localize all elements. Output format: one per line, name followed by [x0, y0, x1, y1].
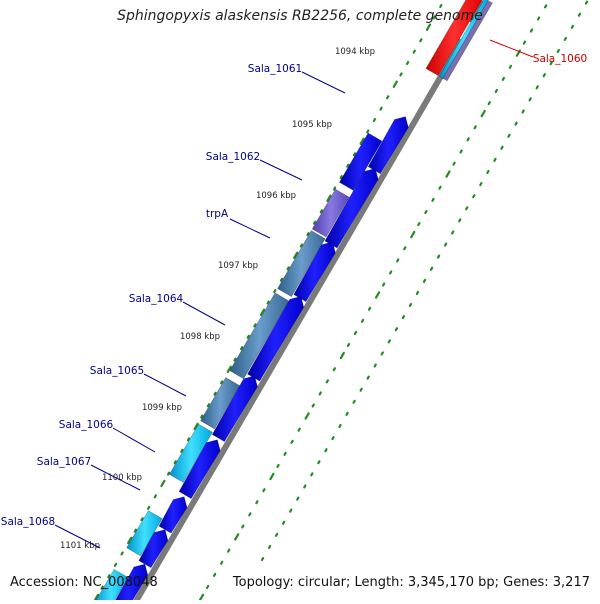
gene-label: Sala_1067 — [37, 456, 91, 468]
gene-label-leader — [54, 524, 101, 549]
genome-title: Sphingopyxis alaskensis RB2256, complete… — [117, 8, 483, 24]
tick-label: 1097 kbp — [218, 261, 258, 271]
backbone-line — [130, 38, 465, 604]
gene-feature-layer — [93, 0, 493, 604]
gene-arrow-forward — [178, 439, 221, 499]
gene-arrow-forward — [113, 563, 149, 604]
tick-line-outer — [93, 3, 443, 602]
tick-label: 1098 kbp — [180, 332, 220, 342]
gene-label: trpA — [206, 208, 229, 220]
gene-label: Sala_1060 — [533, 53, 587, 65]
gene-arrow-forward — [158, 496, 188, 534]
gene-arrow-forward — [367, 116, 409, 175]
tick-label: 1096 kbp — [256, 191, 296, 201]
gene-block-outer — [93, 568, 129, 604]
gene-label-leader — [182, 301, 226, 326]
gene-block-outer — [339, 132, 383, 191]
gene-label-leader — [489, 39, 534, 58]
tick-layer: 1094 kbp 1095 kbp 1096 kbp 1097 kbp 1098 kbp… — [60, 0, 589, 602]
gene-block-purple-thin — [442, 0, 493, 82]
gene-block-outer — [126, 510, 163, 557]
gene-label-layer: Sala_1061 Sala_1062 trpA Sala_1064 Sala_1065… — [1, 39, 587, 549]
tick-line-right — [198, 4, 548, 602]
gene-label-leader — [229, 218, 271, 239]
gene-arrow-forward — [138, 529, 169, 569]
tick-label: 1099 kbp — [142, 403, 182, 413]
gene-label: Sala_1064 — [129, 293, 184, 305]
gene-block-outer — [277, 230, 326, 298]
gene-block-outer — [200, 377, 241, 430]
gene-label-leader — [112, 427, 156, 453]
gene-label-leader — [90, 464, 141, 491]
gene-block-outer — [311, 188, 350, 238]
tick-line-far-right — [260, 0, 589, 562]
tick-label: 1101 kbp — [60, 541, 100, 551]
gene-label-leader — [259, 159, 303, 181]
gene-block-outer — [229, 292, 290, 380]
gene-label: Sala_1066 — [59, 419, 114, 431]
gene-arrow-forward — [247, 295, 305, 382]
gene-label-leader — [143, 373, 187, 397]
gene-label: Sala_1068 — [1, 516, 55, 528]
gene-arrow-forward — [293, 241, 336, 302]
tick-label: 1100 kbp — [102, 473, 142, 483]
gene-label: Sala_1065 — [90, 365, 144, 377]
gene-arrow-forward — [211, 375, 258, 442]
gene-arrow-forward — [324, 168, 379, 249]
genome-summary-text: Topology: circular; Length: 3,345,170 bp… — [232, 575, 590, 590]
gene-label-leader — [301, 71, 346, 94]
accession-text: Accession: NC_008048 — [10, 575, 158, 590]
gene-block-red — [425, 0, 483, 76]
backbone-line-top — [467, 0, 485, 24]
gene-block-outer — [169, 423, 213, 483]
tick-label: 1095 kbp — [292, 120, 332, 130]
gene-label: Sala_1062 — [206, 151, 260, 163]
backbone-layer — [130, 0, 485, 604]
tick-label: 1094 kbp — [335, 47, 375, 57]
gene-label: Sala_1061 — [248, 63, 302, 75]
